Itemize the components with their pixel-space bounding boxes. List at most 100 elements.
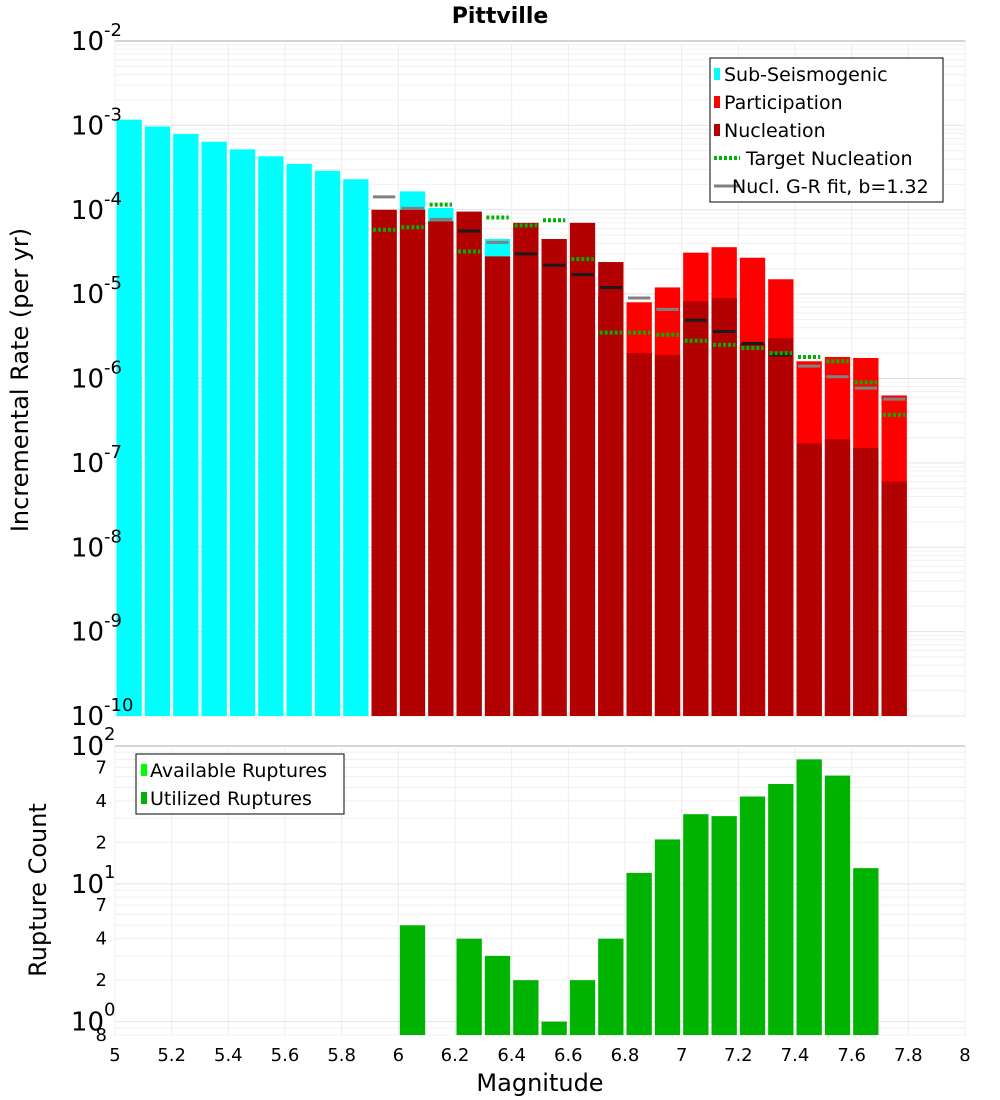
utilized-ruptures-bar — [484, 955, 511, 1035]
utilized-ruptures-bar — [853, 868, 879, 1035]
count-y-minor-tick: 2 — [96, 970, 107, 991]
nucleation-bar — [456, 211, 482, 716]
count-y-tick: 10 1 — [71, 862, 116, 900]
rate-y-tick-exponent: -8 — [104, 526, 122, 547]
count-y-tick-exponent: 1 — [104, 862, 115, 883]
rate-legend-swatch — [714, 124, 720, 136]
rate-legend-box — [709, 57, 944, 203]
nucleation-bar — [598, 262, 624, 716]
sub-seismogenic-bar — [229, 149, 256, 716]
utilized-ruptures-bar — [513, 980, 539, 1035]
count-y-minor-tick: 2 — [96, 832, 107, 853]
count-grid — [114, 746, 966, 1036]
rate-legend: Sub-Seismogenic Participation Nucleation Ta… — [709, 57, 944, 203]
rate-y-tick-base: 10 — [71, 111, 104, 141]
utilized-ruptures-bar — [626, 872, 652, 1035]
x-tick-label: 7.8 — [894, 1045, 923, 1066]
nucleation-bar — [654, 354, 681, 716]
x-tick-label: 6.6 — [554, 1045, 583, 1066]
rate-legend-item: Sub-Seismogenic — [714, 64, 888, 86]
x-axis-label: Magnitude — [476, 1069, 603, 1097]
count-y-tick-exponent: 0 — [104, 1000, 115, 1021]
rate-y-tick-base: 10 — [71, 196, 104, 226]
nucleation-bar — [484, 256, 511, 716]
utilized-ruptures-bar — [768, 784, 794, 1035]
nucleation-bar — [371, 209, 397, 716]
nucleation-bar — [626, 353, 652, 716]
utilized-ruptures-bar — [739, 796, 766, 1035]
nucleation-bar — [428, 221, 454, 716]
sub-seismogenic-bar — [173, 134, 199, 717]
utilized-ruptures-bar — [654, 839, 681, 1035]
utilized-ruptures-bar — [541, 1021, 567, 1035]
rate-y-tick-exponent: -7 — [104, 442, 122, 463]
count-legend-swatch — [141, 792, 147, 804]
x-tick-label: 7.6 — [837, 1045, 866, 1066]
x-tick-label: 7.2 — [724, 1045, 753, 1066]
rate-y-tick: 10 -10 — [71, 695, 134, 732]
rate-y-tick-base: 10 — [71, 280, 104, 310]
rate-y-tick: 10 -3 — [71, 104, 122, 141]
x-tick-label: 6 — [393, 1045, 404, 1066]
rate-y-tick: 10 -4 — [71, 189, 122, 226]
rate-legend-label: Participation — [724, 92, 843, 114]
count-legend: Available Ruptures Utilized Ruptures — [135, 753, 345, 815]
nucleation-bar — [853, 448, 879, 716]
utilized-ruptures-bar — [399, 925, 426, 1035]
x-tick-label: 5.2 — [157, 1045, 186, 1066]
x-tick-label: 7 — [676, 1045, 687, 1066]
rate-y-tick-exponent: -6 — [104, 358, 122, 379]
count-y-tick: 10 0 — [71, 1000, 116, 1038]
nucleation-bar — [711, 297, 737, 716]
rate-y-tick: 10 -8 — [71, 526, 122, 563]
rate-y-tick: 10 -9 — [71, 611, 122, 648]
count-y-tick: 10 2 — [71, 724, 116, 762]
utilized-ruptures-bar — [456, 938, 482, 1035]
sub-seismogenic-bar — [314, 170, 341, 716]
utilized-ruptures-bar — [569, 980, 596, 1035]
sub-seismogenic-bar — [343, 179, 369, 716]
x-tick-label: 5 — [109, 1045, 120, 1066]
rate-legend-item: Participation — [714, 92, 843, 114]
count-legend-swatch — [141, 764, 147, 776]
rate-y-tick-exponent: -4 — [104, 189, 122, 210]
nucleation-bar — [399, 209, 426, 716]
nucleation-bar — [683, 301, 709, 716]
rate-y-tick-base: 10 — [71, 365, 104, 395]
sub-seismogenic-bar — [258, 156, 284, 717]
sub-seismogenic-bar — [144, 126, 171, 716]
nucleation-bar — [796, 443, 822, 716]
rate-y-tick-base: 10 — [71, 702, 104, 732]
count-y-tick-base: 10 — [71, 732, 104, 762]
rate-y-tick-base: 10 — [71, 533, 104, 563]
count-legend-box — [135, 753, 345, 815]
x-ticks: 5 5.2 5.4 5.6 5.8 6 6.2 6.4 6.6 6.8 7 7.2 7.4 7.6 7.8 8 — [109, 1045, 970, 1066]
rate-legend-label: Target Nucleation — [745, 148, 913, 170]
count-y-tick-base: 10 — [71, 1008, 104, 1038]
nucleation-bar — [513, 222, 539, 716]
utilized-ruptures-bar — [824, 775, 851, 1035]
rate-legend-item: Target Nucleation — [714, 148, 913, 170]
rate-y-tick-base: 10 — [71, 27, 104, 57]
count-legend-label: Utilized Ruptures — [150, 788, 312, 810]
x-tick-label: 7.4 — [781, 1045, 810, 1066]
count-legend-label: Available Ruptures — [150, 760, 327, 782]
nucleation-bar — [569, 222, 596, 716]
count-y-tick-base: 10 — [71, 870, 104, 900]
rate-bars — [116, 119, 907, 717]
rate-y-tick: 10 -7 — [71, 442, 122, 479]
x-tick-label: 6.8 — [611, 1045, 640, 1066]
count-y-minor-tick: 7 — [96, 757, 107, 778]
utilized-ruptures-bar — [711, 816, 737, 1035]
sub-seismogenic-bar — [286, 163, 312, 717]
count-y-minor-tick: 8 — [96, 1025, 107, 1046]
x-tick-label: 8 — [959, 1045, 970, 1066]
x-tick-label: 5.6 — [271, 1045, 300, 1066]
chart-title: Pittville — [452, 4, 549, 29]
rate-y-tick-exponent: -2 — [104, 20, 122, 41]
count-y-minor-tick: 4 — [96, 929, 107, 950]
rate-y-tick-exponent: -5 — [104, 273, 122, 294]
